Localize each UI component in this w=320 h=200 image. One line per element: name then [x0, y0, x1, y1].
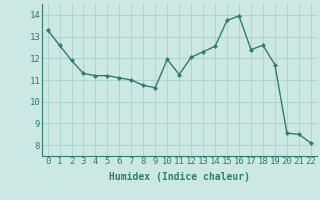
X-axis label: Humidex (Indice chaleur): Humidex (Indice chaleur) — [109, 172, 250, 182]
